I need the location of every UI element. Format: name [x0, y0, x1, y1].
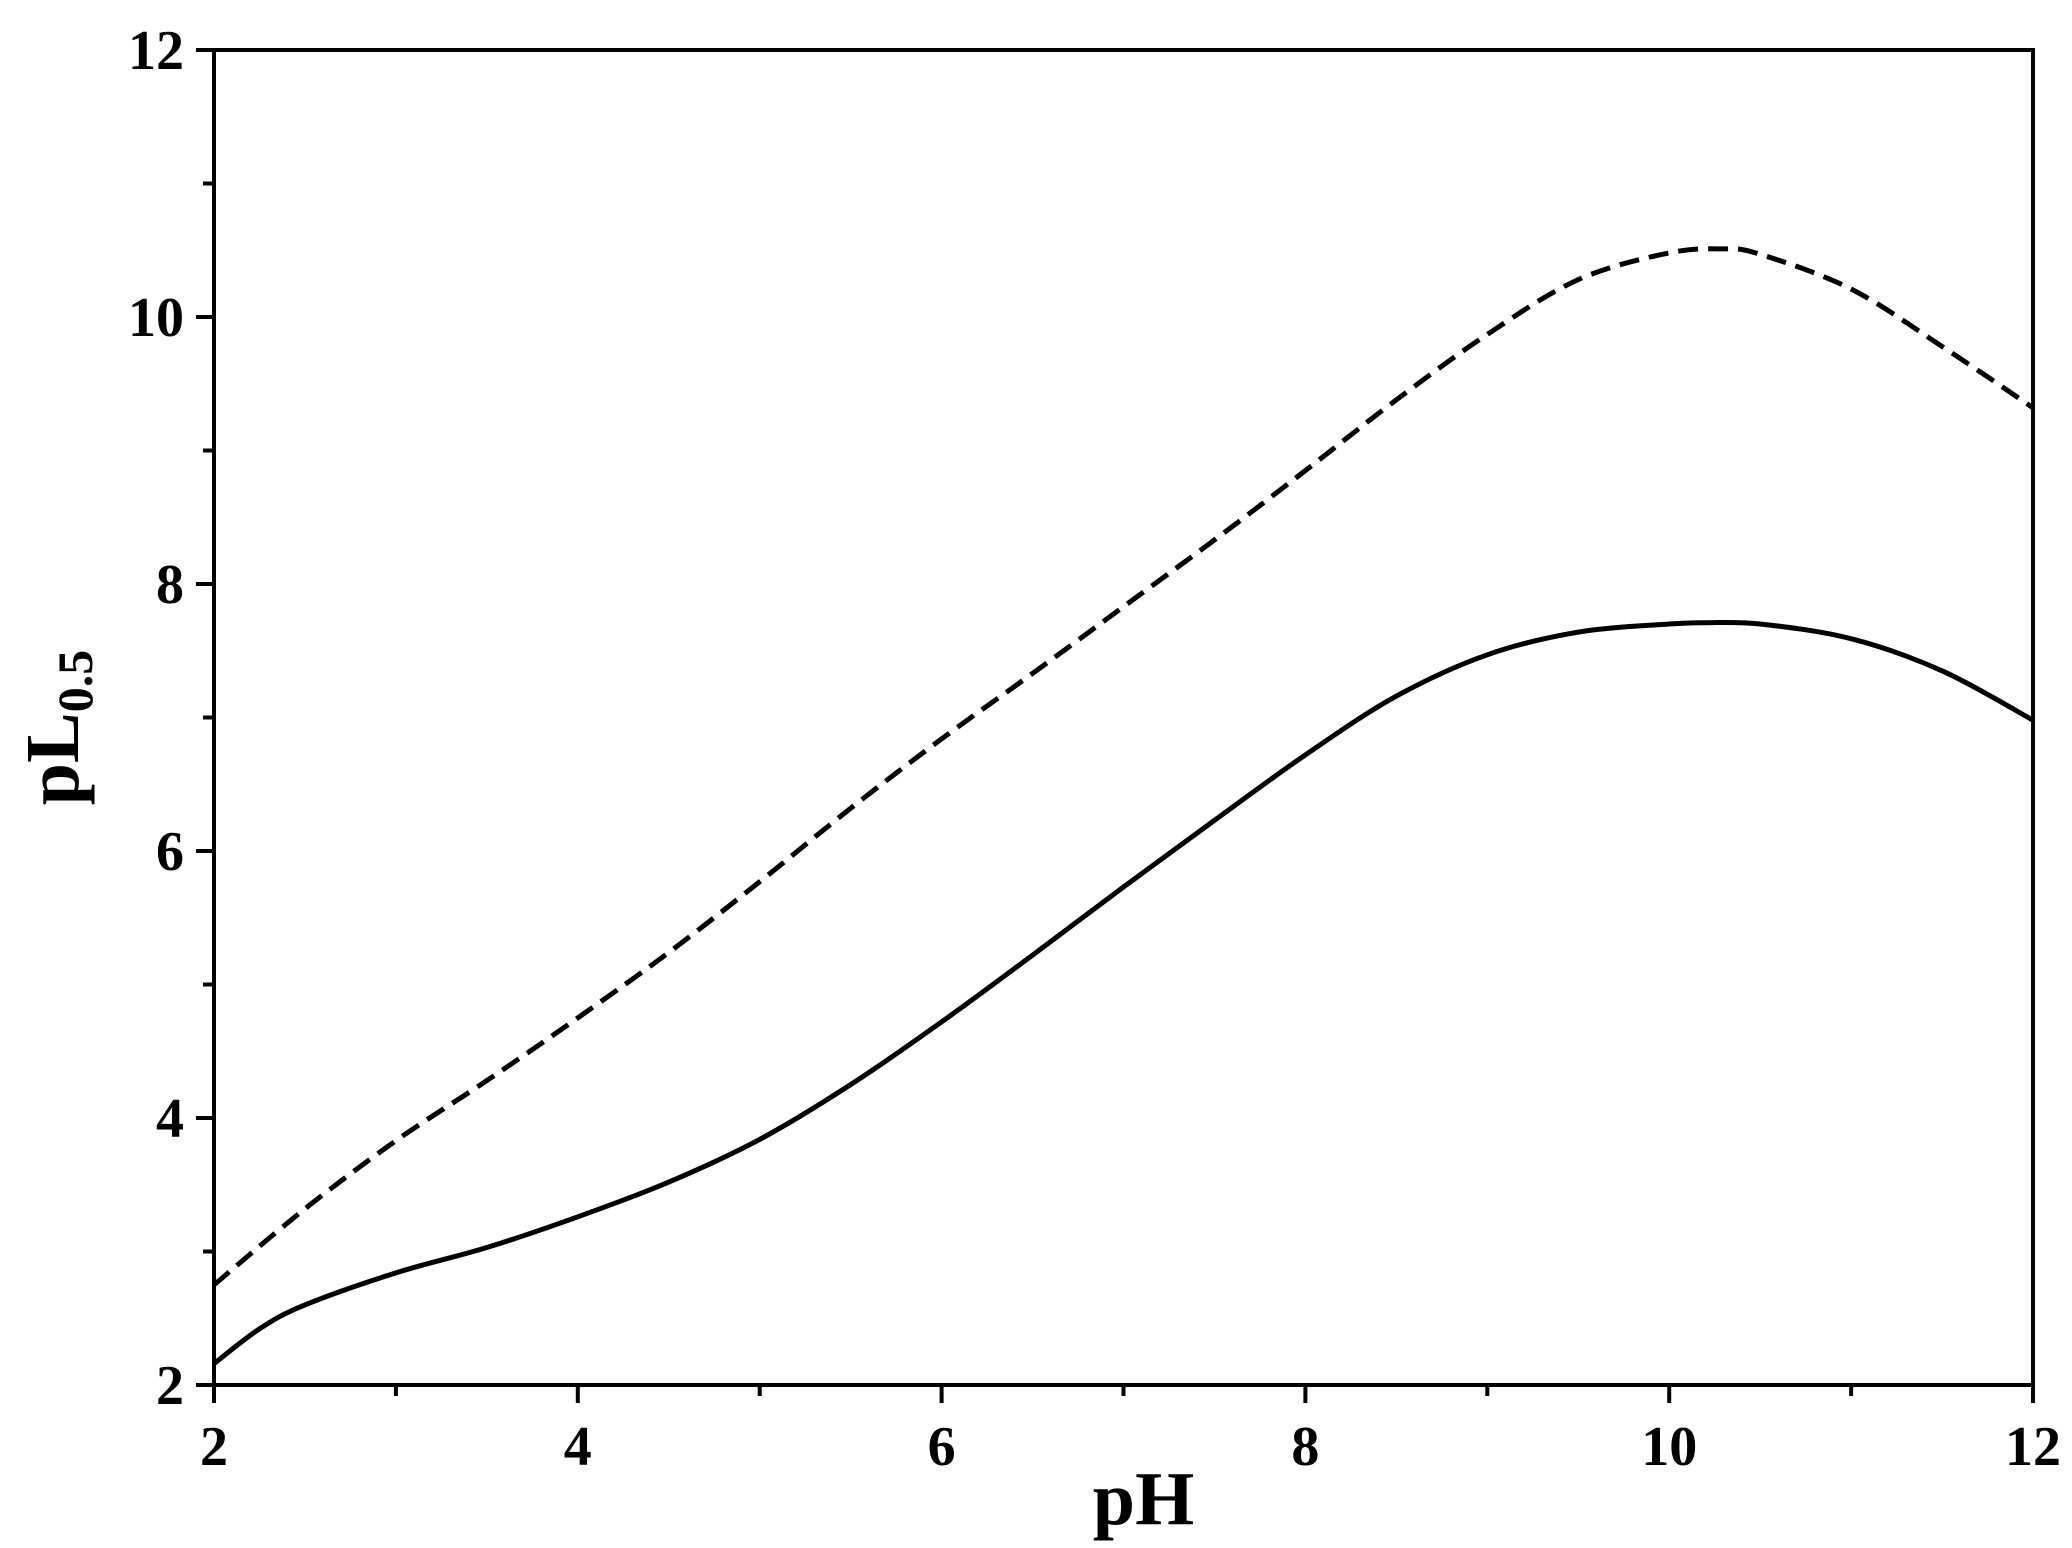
y-tick-label: 2: [156, 1355, 184, 1417]
y-tick-label: 6: [156, 821, 184, 883]
y-tick-label: 4: [156, 1088, 184, 1150]
x-tick-label: 8: [1291, 1416, 1319, 1478]
x-tick-label: 4: [564, 1416, 592, 1478]
y-axis-title: pL0.5: [11, 650, 103, 805]
solid-series-line: [212, 619, 2035, 1366]
x-tick-label: 2: [200, 1416, 228, 1478]
ticks-layer: [196, 48, 2035, 1403]
labels-layer: 2 4 6 8 10 12 2 4 6 8 10 12: [128, 20, 2061, 1478]
x-tick-label: 6: [928, 1416, 956, 1478]
x-tick-label: 12: [2005, 1416, 2061, 1478]
dashed-series-line: [212, 246, 2035, 1287]
plot-frame: [212, 48, 2035, 1387]
y-tick-label: 10: [128, 287, 184, 349]
y-tick-label: 8: [156, 554, 184, 616]
x-axis-title: pH: [1093, 1457, 1194, 1541]
y-axis-title-subscript: 0.5: [47, 650, 103, 713]
x-tick-label: 10: [1641, 1416, 1697, 1478]
series-layer: [212, 246, 2035, 1366]
y-tick-label: 12: [128, 20, 184, 82]
y-axis-title-main: pL: [11, 712, 95, 805]
